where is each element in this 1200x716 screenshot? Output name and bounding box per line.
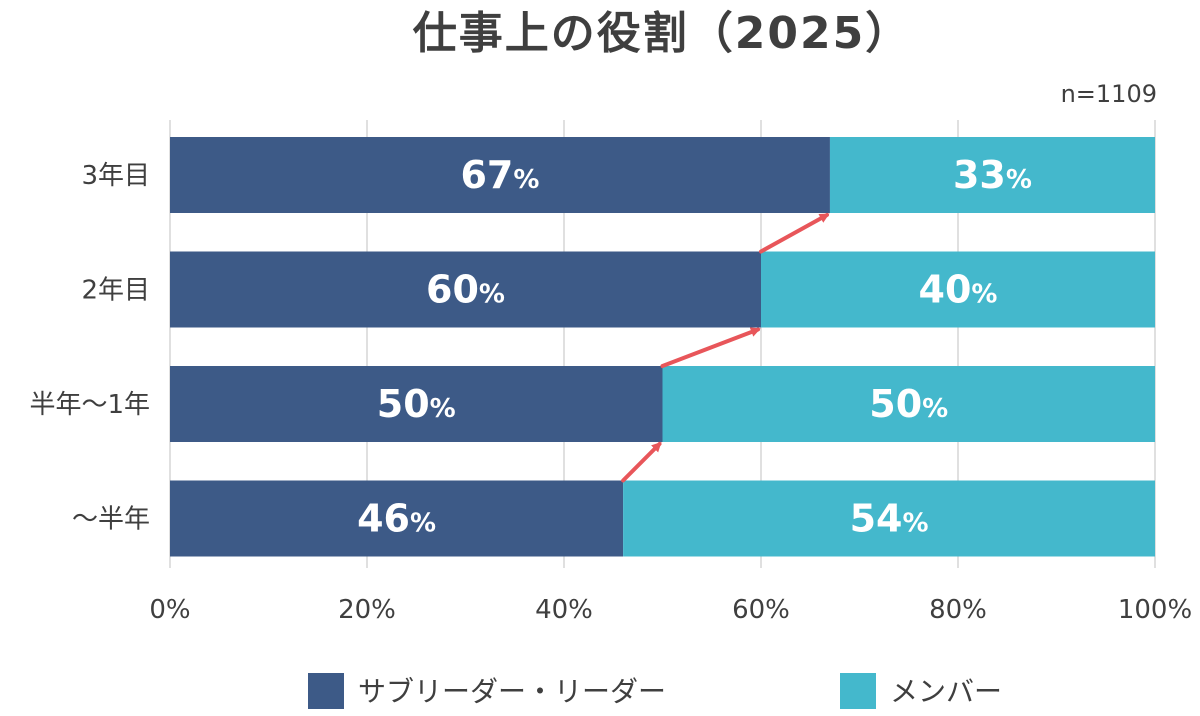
sample-size-note: n=1109: [1061, 80, 1157, 108]
legend: サブリーダー・リーダー メンバー: [308, 673, 1002, 709]
data-label: 33%: [953, 153, 1032, 197]
bar-segment: [829, 137, 1155, 213]
data-label: 54%: [850, 497, 929, 541]
bar-segment: [170, 251, 761, 328]
category-label: 〜半年: [72, 505, 150, 535]
x-tick-label: 60%: [732, 595, 790, 625]
connector-arrow: [759, 213, 830, 254]
connector-arrow: [621, 441, 662, 483]
bar-segment: [662, 366, 1155, 442]
bar-segment: [623, 480, 1155, 557]
bar-segment: [170, 480, 624, 557]
category-label: 2年目: [81, 276, 150, 306]
connectors: [621, 213, 830, 483]
category-label: 3年目: [81, 161, 150, 191]
x-tick-label: 20%: [338, 595, 396, 625]
x-tick-label: 80%: [929, 595, 987, 625]
x-tick-label: 40%: [535, 595, 593, 625]
bars: [170, 137, 1155, 557]
bar-segment: [761, 251, 1155, 328]
legend-label: サブリーダー・リーダー: [358, 675, 666, 708]
bar-segment: [170, 137, 830, 213]
category-label: 半年〜1年: [29, 390, 150, 420]
x-tick-label: 100%: [1118, 595, 1192, 625]
chart-title: 仕事上の役割（2025）: [413, 8, 911, 59]
bar-segment: [170, 366, 663, 442]
legend-label: メンバー: [890, 675, 1002, 708]
connector-arrow: [660, 327, 761, 368]
x-tick-label: 0%: [149, 595, 190, 625]
labels: 0% 20% 40% 60% 80% 100%3年目 67% 33%2年目 60% 40%半年〜1…: [29, 153, 1192, 625]
legend-swatch: [308, 673, 344, 709]
legend-swatch: [840, 673, 876, 709]
